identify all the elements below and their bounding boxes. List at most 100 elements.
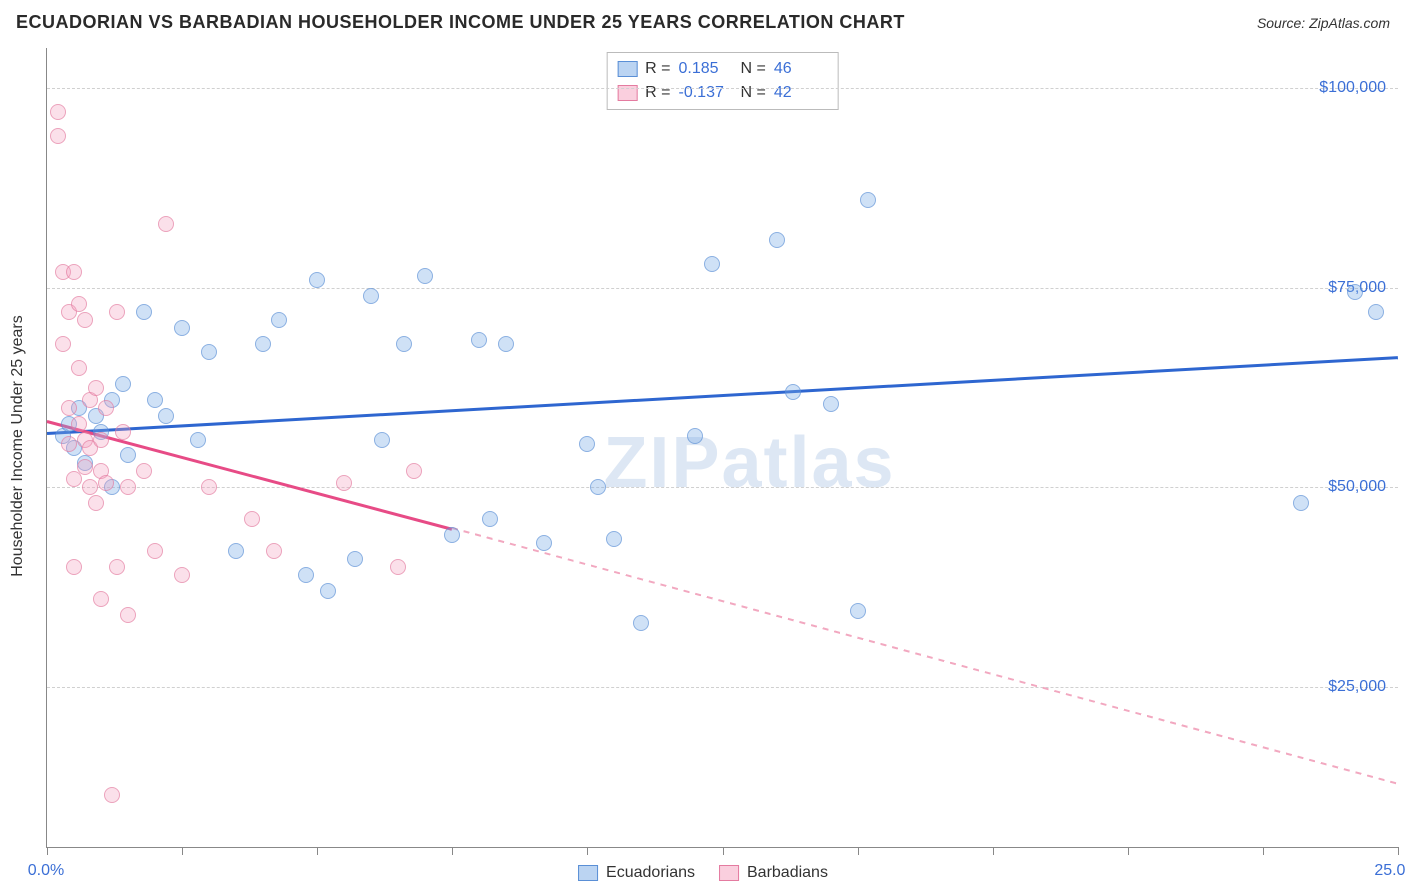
data-point [471, 332, 487, 348]
grid-line [47, 487, 1398, 488]
watermark: ZIPatlas [603, 422, 895, 504]
data-point [363, 288, 379, 304]
x-tick [723, 847, 724, 855]
legend-swatch [578, 865, 598, 881]
data-point [590, 479, 606, 495]
data-point [606, 531, 622, 547]
data-point [704, 256, 720, 272]
data-point [136, 463, 152, 479]
data-point [201, 344, 217, 360]
data-point [120, 447, 136, 463]
data-point [860, 192, 876, 208]
legend-label: Ecuadorians [606, 864, 695, 882]
data-point [823, 396, 839, 412]
grid-line [47, 88, 1398, 89]
data-point [115, 376, 131, 392]
data-point [201, 479, 217, 495]
data-point [406, 463, 422, 479]
data-point [93, 591, 109, 607]
data-point [66, 264, 82, 280]
x-tick [1398, 847, 1399, 855]
data-point [633, 615, 649, 631]
x-tick-label: 25.0% [1374, 862, 1406, 880]
r-value: 0.185 [679, 57, 733, 81]
data-point [61, 436, 77, 452]
x-tick [317, 847, 318, 855]
correlation-legend: R = 0.185 N = 46R =-0.137N =42 [606, 52, 839, 110]
legend-label: Barbadians [747, 864, 828, 882]
data-point [50, 104, 66, 120]
data-point [50, 128, 66, 144]
n-value: 46 [774, 57, 828, 81]
trend-line [452, 527, 1398, 784]
data-point [320, 583, 336, 599]
data-point [71, 296, 87, 312]
data-point [88, 380, 104, 396]
grid-line [47, 687, 1398, 688]
data-point [498, 336, 514, 352]
chart-title: ECUADORIAN VS BARBADIAN HOUSEHOLDER INCO… [16, 12, 905, 33]
source-name: ZipAtlas.com [1309, 15, 1390, 31]
data-point [336, 475, 352, 491]
data-point [266, 543, 282, 559]
data-point [255, 336, 271, 352]
legend-item: Ecuadorians [578, 864, 695, 882]
source-attribution: Source: ZipAtlas.com [1257, 15, 1390, 31]
data-point [347, 551, 363, 567]
data-point [98, 475, 114, 491]
trend-line [47, 356, 1398, 434]
x-tick [182, 847, 183, 855]
data-point [77, 459, 93, 475]
n-label: N = [741, 57, 766, 81]
x-tick [993, 847, 994, 855]
y-tick-label: $25,000 [1328, 678, 1386, 696]
data-point [88, 495, 104, 511]
data-point [158, 408, 174, 424]
series-legend: Ecuadorians Barbadians [578, 864, 828, 882]
r-label: R = [645, 81, 670, 105]
data-point [769, 232, 785, 248]
data-point [147, 392, 163, 408]
x-tick-label: 0.0% [28, 862, 64, 880]
data-point [687, 428, 703, 444]
data-point [93, 432, 109, 448]
legend-row: R =-0.137N =42 [617, 81, 828, 105]
n-value: 42 [774, 81, 828, 105]
data-point [71, 416, 87, 432]
data-point [82, 479, 98, 495]
data-point [1368, 304, 1384, 320]
data-point [136, 304, 152, 320]
data-point [374, 432, 390, 448]
x-tick [1263, 847, 1264, 855]
data-point [147, 543, 163, 559]
data-point [417, 268, 433, 284]
data-point [390, 559, 406, 575]
x-tick [858, 847, 859, 855]
x-tick [587, 847, 588, 855]
data-point [298, 567, 314, 583]
data-point [71, 360, 87, 376]
data-point [98, 400, 114, 416]
source-label: Source: [1257, 15, 1305, 31]
data-point [104, 787, 120, 803]
data-point [579, 436, 595, 452]
data-point [115, 424, 131, 440]
r-label: R = [645, 57, 670, 81]
data-point [66, 559, 82, 575]
data-point [309, 272, 325, 288]
scatter-chart: ZIPatlas R = 0.185 N = 46R =-0.137N =42 $25… [46, 48, 1398, 848]
y-tick-label: $100,000 [1319, 79, 1386, 97]
data-point [396, 336, 412, 352]
data-point [850, 603, 866, 619]
y-axis-label: Householder Income Under 25 years [9, 315, 27, 576]
data-point [109, 304, 125, 320]
legend-swatch [719, 865, 739, 881]
x-tick [452, 847, 453, 855]
legend-swatch [617, 61, 637, 77]
grid-line [47, 288, 1398, 289]
data-point [444, 527, 460, 543]
x-tick [1128, 847, 1129, 855]
legend-item: Barbadians [719, 864, 828, 882]
data-point [1347, 284, 1363, 300]
data-point [61, 400, 77, 416]
